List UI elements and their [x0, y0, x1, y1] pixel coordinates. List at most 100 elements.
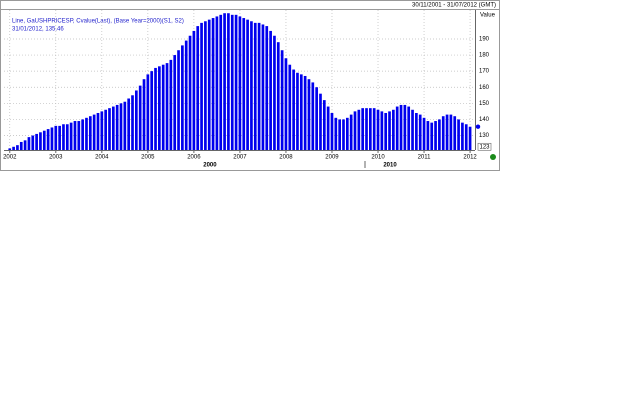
- bar: [69, 122, 73, 150]
- bar: [207, 19, 211, 151]
- bar: [292, 69, 295, 150]
- bar: [184, 40, 188, 151]
- bar: [392, 109, 395, 150]
- bar: [315, 87, 318, 150]
- bar: [449, 114, 453, 150]
- y-tick-label: 123: [479, 144, 490, 150]
- bar: [345, 117, 349, 150]
- bar: [46, 129, 50, 150]
- bar: [265, 26, 269, 151]
- x-tick-label: 2009: [325, 155, 339, 161]
- bar: [58, 125, 61, 150]
- bar: [250, 21, 253, 150]
- y-tick-label: 180: [479, 53, 490, 59]
- bar: [135, 90, 138, 150]
- bar: [161, 64, 165, 150]
- bar: [96, 112, 100, 150]
- legend-last-value: 31/01/2012, 135.46: [12, 27, 64, 33]
- bar: [246, 19, 249, 151]
- bar: [85, 117, 88, 150]
- bar: [234, 14, 238, 150]
- bar: [23, 140, 27, 150]
- bar: [322, 100, 326, 150]
- bar: [372, 108, 376, 150]
- bar: [407, 106, 411, 150]
- bar: [181, 45, 184, 150]
- bar: [12, 146, 15, 150]
- bar: [311, 82, 315, 150]
- bar: [238, 16, 242, 150]
- x-tick-label: 2012: [463, 155, 477, 161]
- bar: [204, 21, 207, 150]
- bar: [158, 66, 161, 150]
- bar: [445, 114, 449, 150]
- bar: [253, 22, 257, 150]
- bar: [418, 114, 422, 150]
- bar: [422, 117, 426, 150]
- bar: [192, 30, 196, 150]
- bar: [188, 35, 192, 150]
- bar: [131, 95, 134, 150]
- y-axis-label: Value: [480, 13, 496, 19]
- bar: [127, 98, 131, 150]
- bar: [369, 108, 372, 150]
- bar: [326, 106, 330, 150]
- bar: [415, 112, 418, 150]
- y-tick-label: 140: [479, 117, 490, 123]
- bar: [146, 74, 150, 150]
- bar: [108, 108, 111, 150]
- bar: [376, 109, 380, 150]
- x-tick-label: 2002: [3, 155, 17, 161]
- bar: [54, 125, 58, 150]
- bar: [438, 119, 441, 150]
- y-tick-label: 170: [479, 69, 490, 75]
- bar: [73, 121, 77, 150]
- bar: [219, 14, 223, 150]
- bar: [288, 64, 292, 150]
- bar: [100, 111, 104, 150]
- y-tick-label: 160: [479, 85, 490, 91]
- bar: [307, 79, 311, 150]
- legend-series: Line, GaUSHPRICESP, Cvalue(Last), (Base …: [12, 19, 184, 25]
- bar: [65, 124, 69, 150]
- bar: [42, 130, 46, 150]
- bar: [119, 103, 123, 150]
- x-tick-label: 2010: [371, 155, 385, 161]
- bar: [361, 108, 365, 150]
- y-tick-label: 150: [479, 101, 490, 107]
- bar: [35, 133, 38, 150]
- x-tick-label: 2006: [187, 155, 201, 161]
- bar: [461, 122, 464, 150]
- bar: [111, 106, 115, 150]
- bar: [81, 119, 84, 150]
- bar: [227, 13, 230, 151]
- bar: [165, 63, 169, 150]
- bar: [154, 67, 157, 150]
- bar: [330, 112, 334, 150]
- decade-label: 2000: [203, 163, 217, 169]
- bar: [299, 74, 303, 150]
- bar: [319, 93, 322, 150]
- bar: [338, 119, 341, 150]
- y-tick-label: 190: [479, 37, 490, 43]
- bar: [39, 132, 42, 150]
- bar: [395, 106, 399, 150]
- bar: [430, 122, 434, 150]
- bar: [196, 26, 200, 151]
- bar: [16, 145, 19, 150]
- y-tick-label: 130: [479, 133, 490, 139]
- bar: [211, 18, 215, 151]
- bar: [50, 127, 54, 150]
- bar: [334, 117, 338, 150]
- bar: [104, 109, 107, 150]
- bar: [441, 116, 445, 150]
- bar: [342, 119, 345, 150]
- bar: [388, 111, 391, 150]
- bar: [280, 50, 284, 150]
- bar: [138, 85, 142, 150]
- bar: [399, 104, 403, 150]
- bar: [230, 14, 234, 150]
- bar: [177, 50, 180, 150]
- bar: [403, 104, 407, 150]
